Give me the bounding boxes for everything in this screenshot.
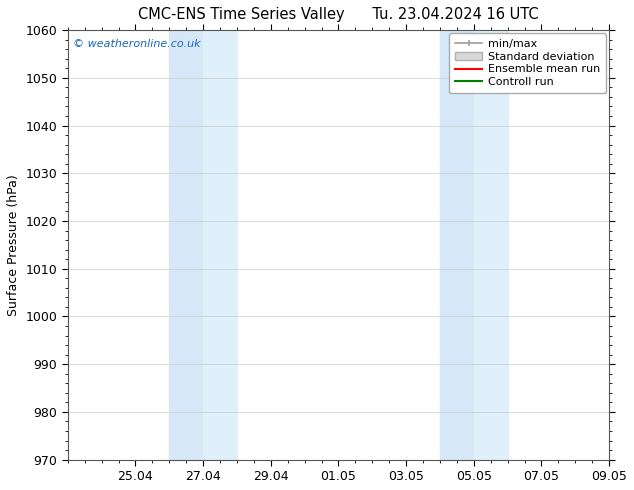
Bar	[474, 30, 508, 460]
Text: © weatheronline.co.uk: © weatheronline.co.uk	[73, 39, 201, 49]
Y-axis label: Surface Pressure (hPa): Surface Pressure (hPa)	[7, 174, 20, 316]
Bar	[169, 30, 203, 460]
Legend: min/max, Standard deviation, Ensemble mean run, Controll run: min/max, Standard deviation, Ensemble me…	[449, 33, 605, 93]
Bar	[203, 30, 237, 460]
Title: CMC-ENS Time Series Valley      Tu. 23.04.2024 16 UTC: CMC-ENS Time Series Valley Tu. 23.04.202…	[138, 7, 539, 22]
Bar	[440, 30, 474, 460]
